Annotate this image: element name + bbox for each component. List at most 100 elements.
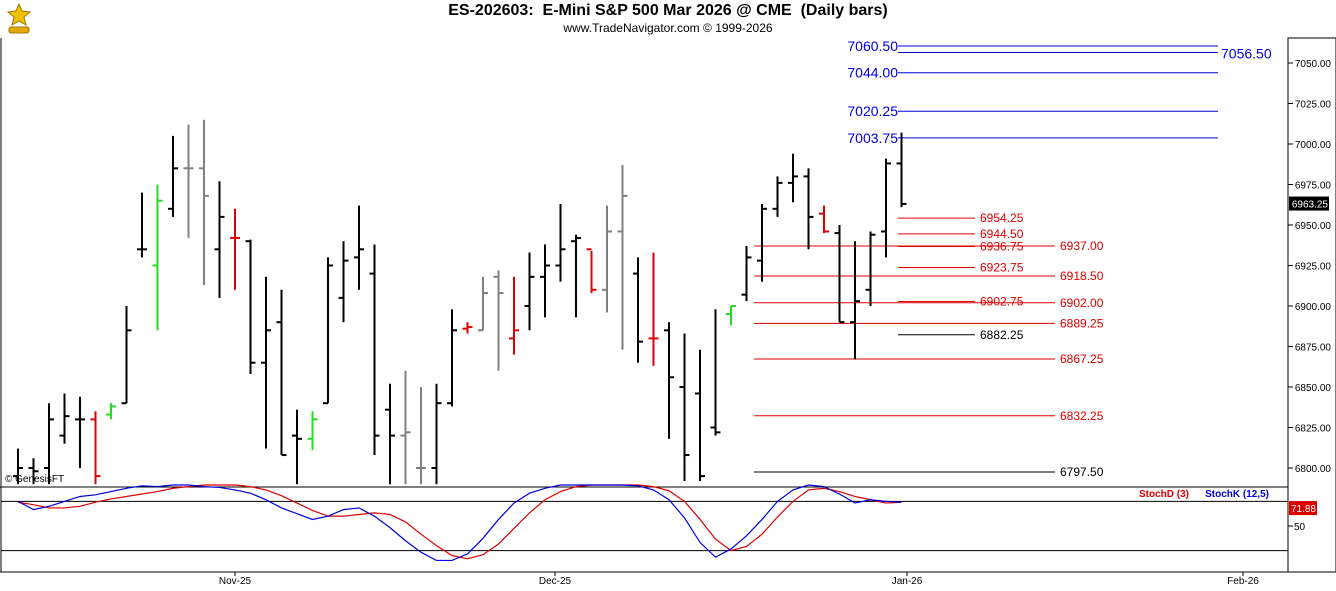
chart-title: ES-202603: E-Mini S&P 500 Mar 2026 @ CME… — [448, 2, 888, 19]
level-label: 7020.25 — [847, 103, 898, 119]
chart-background — [0, 38, 1336, 591]
last-price-box — [1289, 196, 1329, 211]
ohlc-bar — [819, 205, 829, 234]
level-label: 6954.25 — [980, 211, 1024, 225]
ohlc-bar — [540, 244, 550, 318]
ohlc-bar — [137, 192, 147, 258]
ohlc-bar — [679, 333, 690, 481]
ohlc-bar — [152, 184, 163, 331]
ohlc-bar — [772, 176, 783, 217]
chart-header: ES-202603: E-Mini S&P 500 Mar 2026 @ CME… — [0, 0, 1336, 38]
x-tick-label: Nov-25 — [219, 576, 252, 587]
ohlc-bar — [509, 276, 519, 355]
level-label: 6902.75 — [980, 295, 1024, 309]
stochK-line — [17, 484, 902, 562]
y-tick-label: 6850.00 — [1295, 383, 1332, 394]
y-tick-label: 6800.00 — [1295, 464, 1332, 475]
ohlc-bar — [803, 168, 814, 250]
ohlc-bar — [602, 205, 612, 313]
last-price-label: 6963.25 — [1292, 200, 1329, 211]
y-tick-label: 6900.00 — [1295, 302, 1332, 313]
ohlc-bar — [881, 158, 891, 258]
level-label: 6937.00 — [1060, 239, 1104, 253]
ohlc-bar — [571, 234, 581, 318]
ohlc-bar — [261, 276, 271, 449]
ohlc-bar — [788, 153, 798, 203]
ohlc-bar — [664, 322, 674, 439]
ohlc-bar — [850, 241, 860, 360]
ohlc-bar — [121, 306, 132, 405]
ohlc-bar — [59, 393, 70, 444]
stoch-last-value: 71.88 — [1291, 504, 1316, 515]
level-label: 6867.25 — [1060, 352, 1104, 366]
x-tick-label: Feb-26 — [1227, 576, 1259, 587]
ohlc-bar — [28, 458, 39, 485]
level-label: 6944.50 — [980, 227, 1024, 241]
level-label: 6889.25 — [1060, 316, 1104, 330]
level-label: 6797.50 — [1060, 465, 1104, 479]
ohlc-bar — [292, 409, 302, 485]
ohlc-bar — [323, 257, 333, 405]
y-tick-label: 7050.00 — [1295, 59, 1332, 70]
ohlc-bar — [695, 349, 705, 481]
ohlc-bar — [245, 239, 256, 375]
stoch-tick-label: 50 — [1294, 522, 1306, 533]
legend-stochD: StochD (3) — [1139, 489, 1189, 500]
ohlc-bar — [741, 246, 752, 302]
y-tick-label: 6950.00 — [1295, 221, 1332, 232]
ohlc-bar — [865, 231, 876, 306]
level-label: 6923.75 — [980, 261, 1024, 275]
ohlc-bar — [230, 208, 240, 290]
ohlc-bar — [385, 383, 395, 485]
ohlc-bar — [447, 309, 457, 407]
ohlc-bar — [199, 119, 209, 285]
ohlc-bar — [338, 241, 349, 323]
ohlc-bar — [354, 205, 364, 290]
ohlc-bar — [586, 248, 597, 294]
level-label: 7060.50 — [847, 38, 898, 54]
ohlc-bar — [168, 135, 178, 217]
chart-subtitle: www.TradeNavigator.com © 1999-2026 — [563, 21, 773, 35]
trade-navigator-logo — [6, 3, 32, 34]
ohlc-bar — [400, 370, 411, 485]
ohlc-bar — [633, 257, 643, 363]
ohlc-bar — [431, 383, 442, 485]
y-tick-label: 7025.00 — [1295, 100, 1332, 111]
ohlc-bar — [617, 165, 628, 350]
y-tick-label: 6925.00 — [1295, 262, 1332, 273]
ohlc-bar — [369, 244, 380, 456]
legend-stochK: StochK (12,5) — [1205, 489, 1269, 500]
ohlc-bar — [44, 403, 54, 485]
stoch-last-box — [1289, 501, 1317, 516]
ohlc-bar — [416, 387, 426, 485]
ohlc-bar — [757, 203, 767, 282]
y-tick-label: 6975.00 — [1295, 181, 1332, 192]
x-tick-label: Jan-26 — [892, 576, 923, 587]
ohlc-bar — [493, 270, 504, 371]
ohlc-bar — [214, 181, 225, 298]
price-y-axis: 6800.00 6825.00 6850.00 6875.00 6900.00 6925.… — [1288, 59, 1331, 475]
level-label: 6902.00 — [1060, 296, 1104, 310]
level-label: 6882.25 — [980, 328, 1024, 342]
ohlc-bar — [726, 305, 736, 326]
stochastic-pane: 50 StochD (3) StochK (12,5) 71.88 — [1, 484, 1317, 562]
ohlc-bar — [834, 225, 845, 324]
level-label: 7056.50 — [1221, 45, 1272, 61]
ohlc-bar — [478, 276, 488, 332]
watermark: © GenesisFT — [5, 474, 65, 485]
level-label: 7044.00 — [847, 65, 898, 81]
ohlc-bar — [307, 411, 318, 451]
y-tick-label: 7000.00 — [1295, 140, 1332, 151]
ohlc-bar — [555, 203, 566, 282]
ohlc-bar — [75, 396, 85, 468]
ohlc-bar — [183, 124, 194, 238]
ohlc-bar — [462, 322, 473, 334]
price-levels: 7060.50 7056.50 7044.00 7020.25 7003.75 6954.… — [754, 38, 1272, 479]
ohlc-bars — [13, 119, 907, 485]
level-label: 6918.50 — [1060, 269, 1104, 283]
level-label: 6832.25 — [1060, 409, 1104, 423]
level-label: 7003.75 — [847, 130, 898, 146]
ohlc-bar — [648, 252, 659, 366]
ohlc-bar — [276, 289, 287, 457]
